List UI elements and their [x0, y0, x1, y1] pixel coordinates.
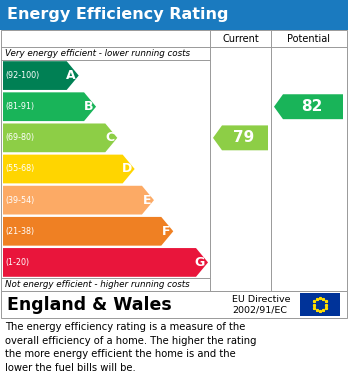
Text: (81-91): (81-91) [5, 102, 34, 111]
Bar [0, 0, 348, 30]
Text: E: E [142, 194, 151, 206]
Text: The energy efficiency rating is a measure of the
overall efficiency of a home. T: The energy efficiency rating is a measur… [5, 322, 256, 373]
Bar [1, 30, 347, 291]
Text: Very energy efficient - lower running costs: Very energy efficient - lower running co… [5, 49, 190, 58]
Text: G: G [195, 256, 205, 269]
Polygon shape [3, 217, 173, 246]
Text: C: C [105, 131, 114, 144]
Text: Current: Current [222, 34, 259, 43]
Text: (39-54): (39-54) [5, 196, 34, 204]
Polygon shape [213, 126, 268, 150]
Bar [300, 293, 340, 316]
Text: (1-20): (1-20) [5, 258, 29, 267]
Text: F: F [162, 225, 170, 238]
Text: (55-68): (55-68) [5, 165, 34, 174]
Text: Not energy efficient - higher running costs: Not energy efficient - higher running co… [5, 280, 190, 289]
Text: 79: 79 [233, 130, 254, 145]
Bar [1, 291, 347, 318]
Text: A: A [66, 69, 76, 82]
Polygon shape [3, 61, 79, 90]
Text: (21-38): (21-38) [5, 227, 34, 236]
Text: (69-80): (69-80) [5, 133, 34, 142]
Text: England & Wales: England & Wales [7, 296, 172, 314]
Polygon shape [3, 124, 117, 152]
Polygon shape [3, 186, 154, 215]
Text: D: D [121, 163, 132, 176]
Polygon shape [274, 94, 343, 119]
Text: Potential: Potential [287, 34, 330, 43]
Polygon shape [3, 248, 208, 277]
Polygon shape [3, 154, 135, 183]
Text: EU Directive
2002/91/EC: EU Directive 2002/91/EC [232, 295, 291, 314]
Text: 82: 82 [301, 99, 322, 114]
Polygon shape [3, 92, 96, 121]
Text: B: B [84, 100, 93, 113]
Text: Energy Efficiency Rating: Energy Efficiency Rating [7, 7, 229, 23]
Text: (92-100): (92-100) [5, 71, 39, 80]
